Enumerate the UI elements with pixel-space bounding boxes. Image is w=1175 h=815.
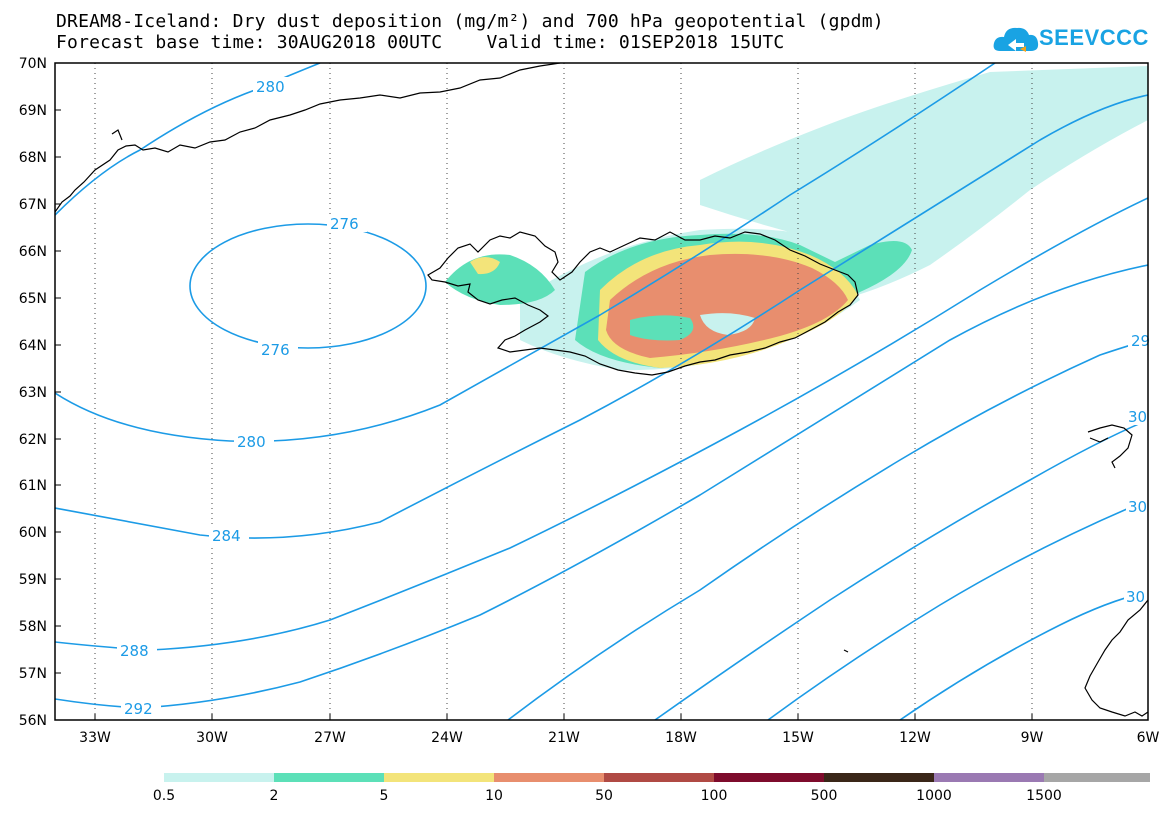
lon-label: 27W	[314, 730, 346, 746]
colorbar-swatch	[824, 773, 934, 782]
colorbar-swatch	[604, 773, 714, 782]
colorbar-tick: 5	[380, 788, 389, 804]
lat-label: 65N	[19, 291, 47, 307]
lat-label: 57N	[19, 666, 47, 682]
lon-label: 21W	[548, 730, 580, 746]
contour-label: 276	[261, 341, 290, 359]
cloud-icon	[993, 27, 1039, 52]
colorbar-swatch	[714, 773, 824, 782]
colorbar-swatch	[164, 773, 274, 782]
lon-label: 24W	[431, 730, 463, 746]
lat-label: 62N	[19, 432, 47, 448]
dust-deposition-field	[445, 66, 1148, 371]
colorbar-tick: 2	[270, 788, 279, 804]
chart-subtitle: Forecast base time: 30AUG2018 00UTC Vali…	[56, 32, 785, 53]
colorbar-swatch	[1044, 773, 1150, 782]
lat-label: 63N	[19, 385, 47, 401]
contour-labels: 280 276 276 280 284 288 292 29 30 30 30	[117, 77, 1150, 718]
colorbar-ticks: 0.5 2 5 10 50 100 500 1000 1500	[153, 788, 1062, 804]
lat-label: 59N	[19, 572, 47, 588]
lat-label: 64N	[19, 338, 47, 354]
axis-ticks	[55, 62, 1033, 720]
lon-label: 30W	[196, 730, 228, 746]
contour-label: 276	[330, 215, 359, 233]
lon-label: 18W	[665, 730, 697, 746]
lat-label: 56N	[19, 713, 47, 729]
chart-title: DREAM8-Iceland: Dry dust deposition (mg/…	[56, 11, 884, 32]
coastlines	[55, 63, 1148, 717]
colorbar-swatch	[934, 773, 1044, 782]
lat-label: 67N	[19, 197, 47, 213]
colorbar	[164, 773, 1150, 782]
lat-label: 68N	[19, 150, 47, 166]
latitude-axis: 70N 69N 68N 67N 66N 65N 64N 63N 62N 61N …	[19, 56, 47, 729]
lat-label: 69N	[19, 103, 47, 119]
colorbar-tick: 1000	[916, 788, 952, 804]
lat-label: 60N	[19, 525, 47, 541]
colorbar-tick: 1500	[1026, 788, 1062, 804]
lon-label: 6W	[1137, 730, 1160, 746]
lat-label: 70N	[19, 56, 47, 72]
lon-label: 15W	[782, 730, 814, 746]
lat-label: 58N	[19, 619, 47, 635]
lat-label: 66N	[19, 244, 47, 260]
contour-label: 30	[1128, 408, 1147, 426]
contour-label: 292	[124, 700, 153, 718]
colorbar-swatch	[274, 773, 384, 782]
contour-label: 30	[1126, 588, 1145, 606]
contour-label: 284	[212, 527, 241, 545]
lon-label: 33W	[79, 730, 111, 746]
colorbar-tick: 10	[485, 788, 503, 804]
colorbar-tick: 500	[811, 788, 838, 804]
colorbar-tick: 0.5	[153, 788, 175, 804]
longitude-axis: 33W 30W 27W 24W 21W 18W 15W 12W 9W 6W	[79, 730, 1159, 746]
lat-label: 61N	[19, 478, 47, 494]
contour-label: 280	[237, 433, 266, 451]
lon-label: 12W	[899, 730, 931, 746]
colorbar-swatch	[384, 773, 494, 782]
contour-label: 288	[120, 642, 149, 660]
logo-text: SEEVCCC	[1039, 25, 1149, 50]
contour-label: 30	[1128, 498, 1147, 516]
contour-label: 29	[1131, 332, 1150, 350]
colorbar-swatch	[494, 773, 604, 782]
lon-label: 9W	[1021, 730, 1044, 746]
colorbar-tick: 50	[595, 788, 613, 804]
colorbar-tick: 100	[701, 788, 728, 804]
contour-label: 280	[256, 78, 285, 96]
